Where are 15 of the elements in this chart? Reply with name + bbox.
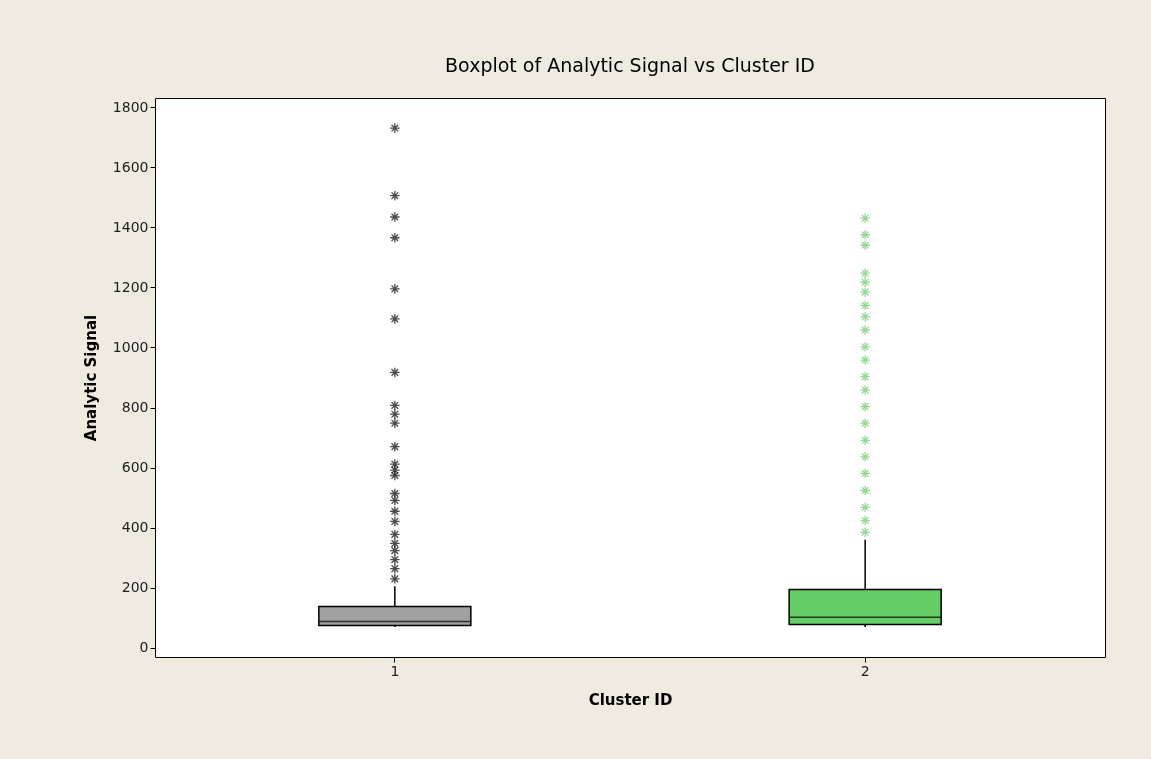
y-tick-label: 0: [139, 639, 149, 656]
y-tick-label: 800: [121, 399, 149, 416]
x-tick-label: 2: [860, 662, 870, 679]
y-tick-label: 400: [121, 519, 149, 536]
x-tick-label: 1: [390, 662, 400, 679]
y-axis-title: Analytic Signal: [81, 314, 100, 442]
y-tick-label: 1400: [112, 218, 149, 235]
chart-title: Boxplot of Analytic Signal vs Cluster ID: [445, 54, 815, 76]
y-tick-label: 1000: [112, 338, 149, 355]
y-tick-label: 200: [121, 579, 149, 596]
y-tick-label: 1800: [112, 98, 149, 115]
y-tick-label: 1200: [112, 278, 149, 295]
y-tick-label: 1600: [112, 158, 149, 175]
x-axis-title: Cluster ID: [588, 690, 673, 709]
y-tick-label: 600: [121, 459, 149, 476]
